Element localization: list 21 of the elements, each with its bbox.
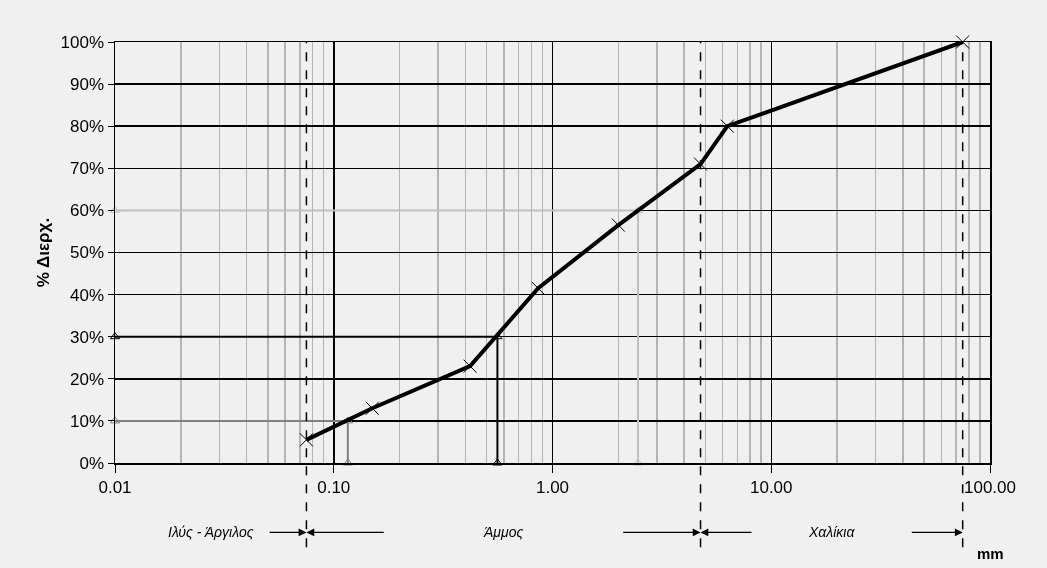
y-tick-label: 90% bbox=[70, 75, 105, 95]
text: Ιλύς - Άργιλος bbox=[168, 524, 254, 540]
y-tick-label: 0% bbox=[79, 453, 105, 473]
y-tick-label: 10% bbox=[70, 411, 105, 431]
x-tick-label: 10.00 bbox=[749, 477, 793, 497]
x-tick-label: 0.10 bbox=[317, 477, 351, 497]
y-tick-label: 60% bbox=[70, 201, 105, 221]
y-tick-label: 100% bbox=[60, 32, 105, 52]
y-tick-label: 80% bbox=[70, 117, 105, 137]
text: Άμμος bbox=[483, 524, 524, 540]
y-tick-label: 50% bbox=[70, 243, 105, 263]
x-tick-label: 1.00 bbox=[535, 477, 570, 497]
text: Χαλίκια bbox=[808, 524, 856, 540]
y-tick-label: 70% bbox=[70, 159, 105, 179]
y-tick-label: 40% bbox=[70, 285, 105, 305]
x-tick-label: 0.01 bbox=[98, 477, 132, 497]
y-axis-title: % Διερχ. bbox=[34, 217, 54, 288]
y-tick-label: 20% bbox=[70, 369, 105, 389]
x-tick-label: 100.00 bbox=[964, 477, 1016, 497]
x-axis-title: mm bbox=[977, 545, 1004, 562]
y-tick-label: 30% bbox=[70, 327, 105, 347]
